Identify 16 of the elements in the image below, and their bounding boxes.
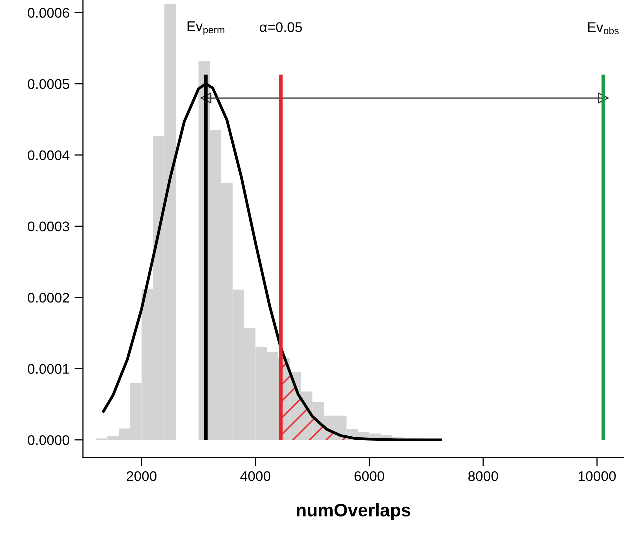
annotation: Ev$_{perm}$ xyxy=(188,22,225,36)
x-tick-label: 10000 xyxy=(578,471,616,482)
y-tick-label: 0.0001 xyxy=(28,364,70,374)
y-tick-label: 0.0002 xyxy=(28,293,70,303)
x-tick-label: 4000 xyxy=(240,471,271,482)
annotation: α=0.05 xyxy=(260,22,302,32)
y-tick-label: 0.0006 xyxy=(28,8,70,18)
x-axis-title: numOverlaps xyxy=(297,504,411,520)
y-tick-label: 0.0004 xyxy=(28,150,70,160)
annotation: Ev$_{obs}$ xyxy=(588,22,619,34)
x-tick-label: 8000 xyxy=(468,471,498,482)
y-tick-label: 0.0003 xyxy=(28,222,70,232)
x-tick-label: 6000 xyxy=(354,471,384,482)
y-tick-label: 0.0005 xyxy=(28,79,70,90)
y-tick-label: 0.0000 xyxy=(28,435,70,446)
x-tick-label: 2000 xyxy=(127,471,157,482)
